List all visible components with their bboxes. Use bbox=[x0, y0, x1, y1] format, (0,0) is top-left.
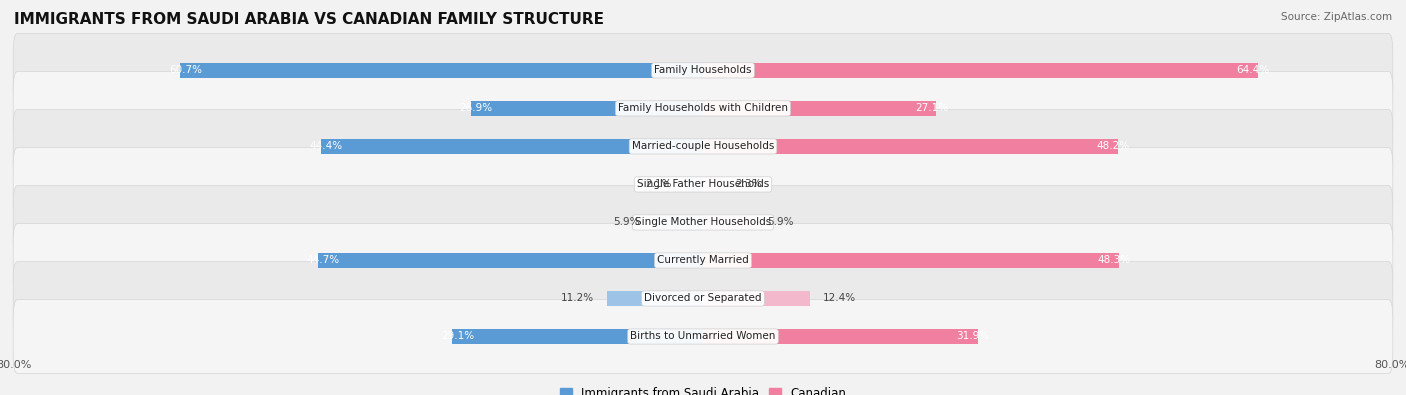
Text: 31.9%: 31.9% bbox=[956, 331, 990, 342]
Bar bbox=[703, 139, 1118, 154]
Text: 48.2%: 48.2% bbox=[1097, 141, 1129, 151]
Text: Currently Married: Currently Married bbox=[657, 256, 749, 265]
Bar bbox=[703, 101, 936, 116]
Text: 27.1%: 27.1% bbox=[915, 103, 948, 113]
Bar bbox=[652, 215, 703, 230]
FancyBboxPatch shape bbox=[13, 300, 1393, 373]
Bar bbox=[471, 101, 703, 116]
FancyBboxPatch shape bbox=[13, 34, 1393, 107]
Text: 29.1%: 29.1% bbox=[441, 331, 474, 342]
Text: 60.7%: 60.7% bbox=[169, 65, 202, 75]
Text: Single Mother Households: Single Mother Households bbox=[636, 217, 770, 228]
Bar bbox=[180, 63, 703, 78]
Text: 5.9%: 5.9% bbox=[613, 217, 640, 228]
Text: 12.4%: 12.4% bbox=[823, 293, 856, 303]
Text: 11.2%: 11.2% bbox=[561, 293, 593, 303]
FancyBboxPatch shape bbox=[13, 109, 1393, 183]
FancyBboxPatch shape bbox=[13, 186, 1393, 259]
Bar bbox=[703, 177, 723, 192]
Bar bbox=[606, 291, 703, 306]
FancyBboxPatch shape bbox=[13, 71, 1393, 145]
Bar bbox=[703, 253, 1119, 268]
Text: 48.3%: 48.3% bbox=[1098, 256, 1130, 265]
Bar bbox=[703, 63, 1257, 78]
Text: Births to Unmarried Women: Births to Unmarried Women bbox=[630, 331, 776, 342]
Text: 44.7%: 44.7% bbox=[307, 256, 340, 265]
Bar bbox=[453, 329, 703, 344]
Bar bbox=[703, 291, 810, 306]
Text: Family Households with Children: Family Households with Children bbox=[619, 103, 787, 113]
Bar bbox=[703, 329, 977, 344]
Text: 44.4%: 44.4% bbox=[309, 141, 342, 151]
Text: 2.3%: 2.3% bbox=[735, 179, 762, 190]
Text: 64.4%: 64.4% bbox=[1236, 65, 1270, 75]
Bar bbox=[318, 253, 703, 268]
FancyBboxPatch shape bbox=[13, 224, 1393, 297]
Text: Family Households: Family Households bbox=[654, 65, 752, 75]
Text: Single Father Households: Single Father Households bbox=[637, 179, 769, 190]
Bar bbox=[685, 177, 703, 192]
Text: Married-couple Households: Married-couple Households bbox=[631, 141, 775, 151]
Text: IMMIGRANTS FROM SAUDI ARABIA VS CANADIAN FAMILY STRUCTURE: IMMIGRANTS FROM SAUDI ARABIA VS CANADIAN… bbox=[14, 12, 605, 27]
FancyBboxPatch shape bbox=[13, 148, 1393, 221]
Legend: Immigrants from Saudi Arabia, Canadian: Immigrants from Saudi Arabia, Canadian bbox=[555, 382, 851, 395]
FancyBboxPatch shape bbox=[13, 261, 1393, 335]
Text: 2.1%: 2.1% bbox=[645, 179, 672, 190]
Text: Divorced or Separated: Divorced or Separated bbox=[644, 293, 762, 303]
Text: Source: ZipAtlas.com: Source: ZipAtlas.com bbox=[1281, 12, 1392, 22]
Text: 26.9%: 26.9% bbox=[460, 103, 494, 113]
Bar bbox=[703, 215, 754, 230]
Text: 5.9%: 5.9% bbox=[766, 217, 793, 228]
Bar bbox=[321, 139, 703, 154]
